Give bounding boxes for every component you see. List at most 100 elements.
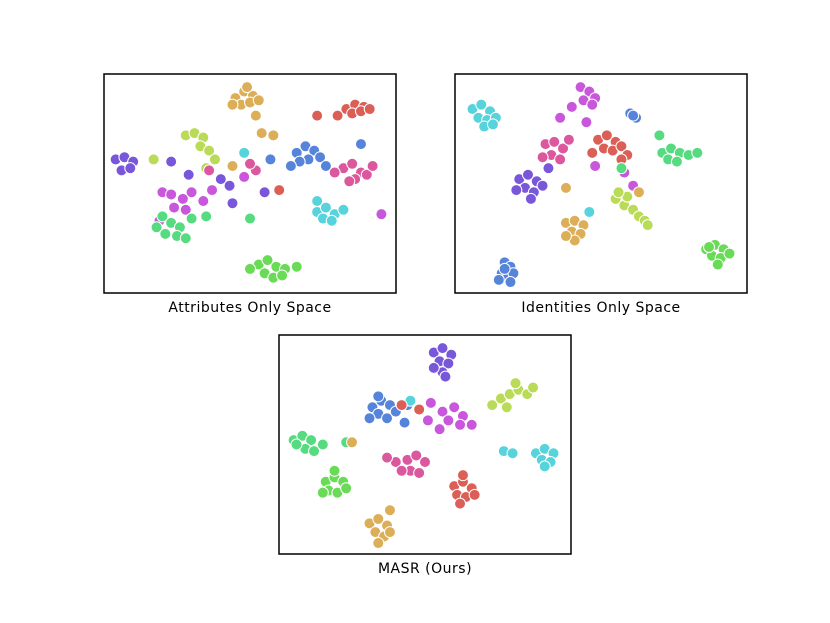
point bbox=[504, 276, 517, 289]
point bbox=[436, 342, 449, 355]
x-axis-label: MASR (Ours) bbox=[378, 561, 472, 577]
point bbox=[524, 192, 537, 205]
point bbox=[383, 526, 396, 539]
point bbox=[238, 146, 251, 159]
point bbox=[580, 116, 593, 129]
point bbox=[436, 405, 449, 418]
point bbox=[354, 138, 367, 151]
point bbox=[510, 184, 523, 197]
scatter-plot: MASR (Ours) bbox=[278, 334, 572, 577]
point bbox=[475, 98, 488, 111]
point bbox=[308, 445, 321, 458]
point bbox=[383, 504, 396, 517]
point bbox=[612, 186, 625, 199]
x-axis-label: Attributes Only Space bbox=[168, 300, 331, 316]
point bbox=[267, 129, 280, 142]
point bbox=[176, 192, 189, 205]
point bbox=[363, 412, 376, 425]
point bbox=[559, 181, 572, 194]
point bbox=[273, 184, 286, 197]
point bbox=[372, 537, 385, 550]
point bbox=[632, 186, 645, 199]
point bbox=[226, 159, 239, 172]
point bbox=[398, 416, 411, 429]
point bbox=[346, 157, 359, 170]
point bbox=[179, 232, 192, 245]
point bbox=[241, 81, 254, 94]
point bbox=[206, 184, 219, 197]
point bbox=[343, 175, 356, 188]
point bbox=[448, 401, 461, 414]
point bbox=[538, 460, 551, 473]
point bbox=[168, 201, 181, 214]
point bbox=[360, 168, 373, 181]
point bbox=[252, 94, 265, 107]
point bbox=[200, 210, 213, 223]
point bbox=[319, 159, 332, 172]
point bbox=[182, 168, 195, 181]
point bbox=[691, 146, 704, 159]
point bbox=[179, 203, 192, 216]
point bbox=[203, 144, 216, 157]
point bbox=[249, 109, 262, 122]
point bbox=[454, 497, 467, 510]
point bbox=[150, 221, 163, 234]
point bbox=[583, 205, 596, 218]
point bbox=[554, 153, 567, 166]
point bbox=[325, 214, 338, 227]
point bbox=[226, 98, 239, 111]
point bbox=[185, 186, 198, 199]
point bbox=[492, 273, 505, 286]
point bbox=[424, 396, 437, 409]
point bbox=[586, 146, 599, 159]
point bbox=[421, 414, 434, 427]
point bbox=[244, 262, 256, 275]
point bbox=[522, 168, 534, 181]
point bbox=[442, 414, 455, 427]
point bbox=[486, 118, 499, 131]
point bbox=[562, 133, 575, 146]
point bbox=[156, 210, 169, 223]
point bbox=[641, 219, 654, 232]
point bbox=[185, 212, 198, 225]
point bbox=[395, 464, 408, 477]
point bbox=[290, 260, 303, 273]
point bbox=[627, 109, 640, 122]
point bbox=[536, 179, 549, 192]
plot-frame bbox=[103, 73, 397, 294]
point bbox=[413, 403, 426, 416]
point bbox=[559, 230, 572, 243]
point bbox=[486, 399, 499, 412]
point bbox=[723, 247, 736, 260]
point bbox=[600, 129, 613, 142]
point bbox=[311, 195, 324, 208]
point bbox=[314, 151, 327, 164]
point bbox=[548, 135, 561, 148]
point bbox=[328, 464, 341, 477]
point bbox=[454, 418, 467, 431]
point bbox=[372, 512, 385, 525]
point bbox=[536, 151, 549, 164]
point bbox=[557, 142, 570, 155]
point bbox=[395, 399, 408, 412]
point bbox=[554, 111, 567, 124]
point bbox=[711, 258, 724, 271]
point bbox=[346, 436, 358, 449]
point bbox=[419, 456, 431, 469]
point bbox=[340, 482, 353, 495]
point bbox=[468, 488, 481, 501]
point bbox=[375, 208, 388, 221]
point bbox=[124, 162, 137, 175]
point bbox=[337, 203, 350, 216]
scatter-plot: Identities Only Space bbox=[454, 73, 748, 316]
point bbox=[255, 127, 268, 140]
point bbox=[203, 164, 216, 177]
point bbox=[366, 159, 379, 172]
point bbox=[465, 418, 478, 431]
point bbox=[670, 155, 683, 168]
x-axis-label: Identities Only Space bbox=[521, 300, 680, 316]
point bbox=[527, 381, 540, 394]
point bbox=[410, 449, 423, 462]
point bbox=[615, 162, 628, 175]
